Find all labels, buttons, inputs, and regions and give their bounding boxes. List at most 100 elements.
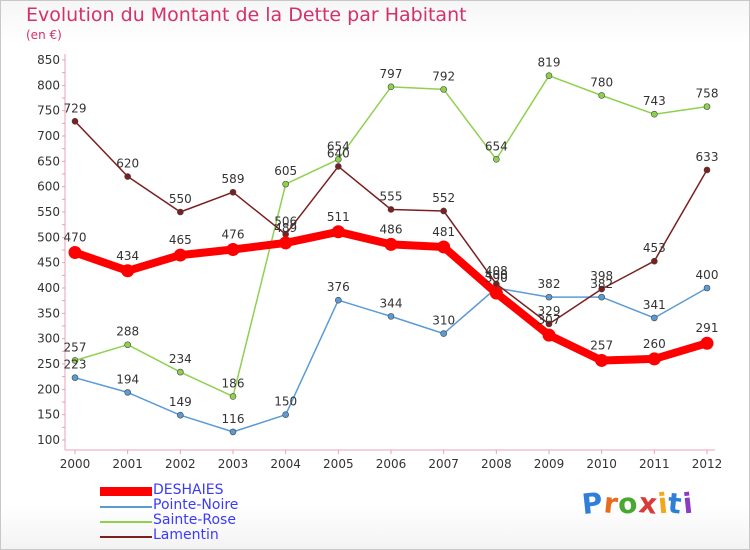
data-label-lamentin: 506 (274, 214, 297, 228)
point-deshaies[interactable] (595, 353, 609, 367)
point-pointe-noire[interactable] (598, 293, 605, 301)
data-label-pointe-noire: 223 (64, 358, 87, 372)
point-sainte-rose[interactable] (229, 393, 237, 400)
point-lamentin[interactable] (124, 173, 131, 180)
y-tick-label: 600 (37, 180, 60, 194)
point-sainte-rose[interactable] (335, 156, 342, 163)
point-pointe-noire[interactable] (71, 374, 79, 381)
legend-item-deshaies: DESHAIES (100, 483, 360, 499)
point-sainte-rose[interactable] (387, 83, 395, 91)
point-sainte-rose[interactable] (493, 156, 500, 163)
point-lamentin[interactable] (335, 163, 342, 170)
point-sainte-rose[interactable] (545, 72, 553, 80)
point-pointe-noire[interactable] (124, 389, 131, 396)
legend-label: Lamentin (153, 527, 219, 543)
point-sainte-rose[interactable] (651, 110, 658, 118)
point-deshaies[interactable] (437, 240, 451, 254)
point-pointe-noire[interactable] (651, 314, 658, 322)
y-tick-label: 100 (37, 433, 60, 447)
y-tick-label: 250 (37, 357, 60, 371)
data-label-deshaies: 481 (432, 225, 455, 239)
point-pointe-noire[interactable] (440, 330, 447, 337)
series-lines (68, 72, 714, 436)
data-label-lamentin: 555 (380, 189, 403, 203)
point-lamentin[interactable] (703, 166, 711, 174)
point-lamentin[interactable] (71, 118, 79, 125)
point-pointe-noire[interactable] (387, 313, 395, 320)
point-deshaies[interactable] (700, 336, 714, 350)
x-tick-label: 2008 (481, 457, 512, 471)
point-lamentin[interactable] (177, 208, 184, 216)
point-pointe-noire[interactable] (703, 284, 711, 292)
point-lamentin[interactable] (440, 207, 447, 215)
point-deshaies[interactable] (489, 286, 503, 300)
data-label-deshaies: 476 (222, 227, 245, 241)
data-label-pointe-noire: 344 (380, 296, 403, 310)
point-pointe-noire[interactable] (177, 411, 184, 419)
point-lamentin[interactable] (387, 206, 395, 213)
x-tick-label: 2007 (428, 457, 459, 471)
point-deshaies[interactable] (121, 264, 135, 278)
y-tick-label: 550 (37, 205, 60, 219)
data-label-lamentin: 640 (327, 146, 350, 160)
chart-title: Evolution du Montant de la Dette par Hab… (26, 4, 467, 26)
series-lamentin (71, 118, 711, 328)
y-tick-label: 350 (37, 306, 60, 320)
point-lamentin[interactable] (545, 320, 553, 328)
data-label-pointe-noire: 400 (696, 268, 719, 282)
data-label-sainte-rose: 819 (538, 56, 561, 70)
point-sainte-rose[interactable] (598, 92, 605, 99)
data-label-deshaies: 486 (380, 222, 403, 236)
data-label-deshaies: 307 (538, 313, 561, 327)
y-tick-label: 700 (37, 129, 60, 143)
point-sainte-rose[interactable] (124, 341, 131, 349)
point-deshaies[interactable] (384, 237, 398, 251)
y-tick-label: 750 (37, 104, 60, 118)
point-sainte-rose[interactable] (282, 180, 289, 188)
point-deshaies[interactable] (331, 225, 345, 239)
point-sainte-rose[interactable] (71, 357, 79, 364)
series-sainte-rose (71, 72, 711, 400)
point-sainte-rose[interactable] (440, 86, 447, 93)
point-deshaies[interactable] (279, 236, 293, 250)
point-deshaies[interactable] (647, 352, 661, 366)
point-lamentin[interactable] (598, 285, 605, 293)
x-tick-label: 2003 (218, 457, 249, 471)
point-pointe-noire[interactable] (335, 296, 342, 304)
data-label-deshaies: 465 (169, 233, 192, 247)
point-deshaies[interactable] (173, 248, 187, 262)
x-tick-label: 2004 (270, 457, 301, 471)
data-label-lamentin: 329 (538, 304, 561, 318)
point-lamentin[interactable] (651, 257, 658, 265)
legend-label: Sainte-Rose (153, 512, 236, 528)
data-label-deshaies: 390 (485, 271, 508, 285)
data-label-lamentin: 620 (116, 157, 139, 171)
data-label-pointe-noire: 382 (538, 277, 561, 291)
data-label-deshaies: 260 (643, 337, 666, 351)
data-label-pointe-noire: 376 (327, 280, 350, 294)
point-sainte-rose[interactable] (177, 368, 184, 376)
legend-swatch (100, 520, 152, 523)
data-label-sainte-rose: 797 (380, 67, 403, 81)
x-tick-label: 2009 (534, 457, 565, 471)
point-pointe-noire[interactable] (545, 293, 553, 301)
data-label-pointe-noire: 194 (116, 372, 139, 386)
point-deshaies[interactable] (542, 328, 556, 342)
proxiti-logo[interactable]: Proxiti (580, 485, 695, 522)
point-deshaies[interactable] (68, 246, 82, 260)
point-deshaies[interactable] (226, 242, 240, 256)
point-pointe-noire[interactable] (229, 428, 237, 436)
data-label-sainte-rose: 654 (327, 139, 350, 153)
logo-letter: i (680, 486, 695, 521)
y-tick-label: 200 (37, 382, 60, 396)
data-label-lamentin: 550 (169, 192, 192, 206)
point-pointe-noire[interactable] (282, 411, 289, 418)
data-label-deshaies: 470 (64, 231, 87, 245)
point-lamentin[interactable] (229, 188, 237, 196)
logo-letter: P (580, 485, 606, 522)
legend-swatch (100, 535, 152, 538)
legend-item-sainte-rose: Sainte-Rose (100, 512, 360, 529)
x-tick-label: 2005 (323, 457, 354, 471)
data-label-sainte-rose: 780 (590, 75, 613, 89)
point-sainte-rose[interactable] (703, 103, 711, 110)
